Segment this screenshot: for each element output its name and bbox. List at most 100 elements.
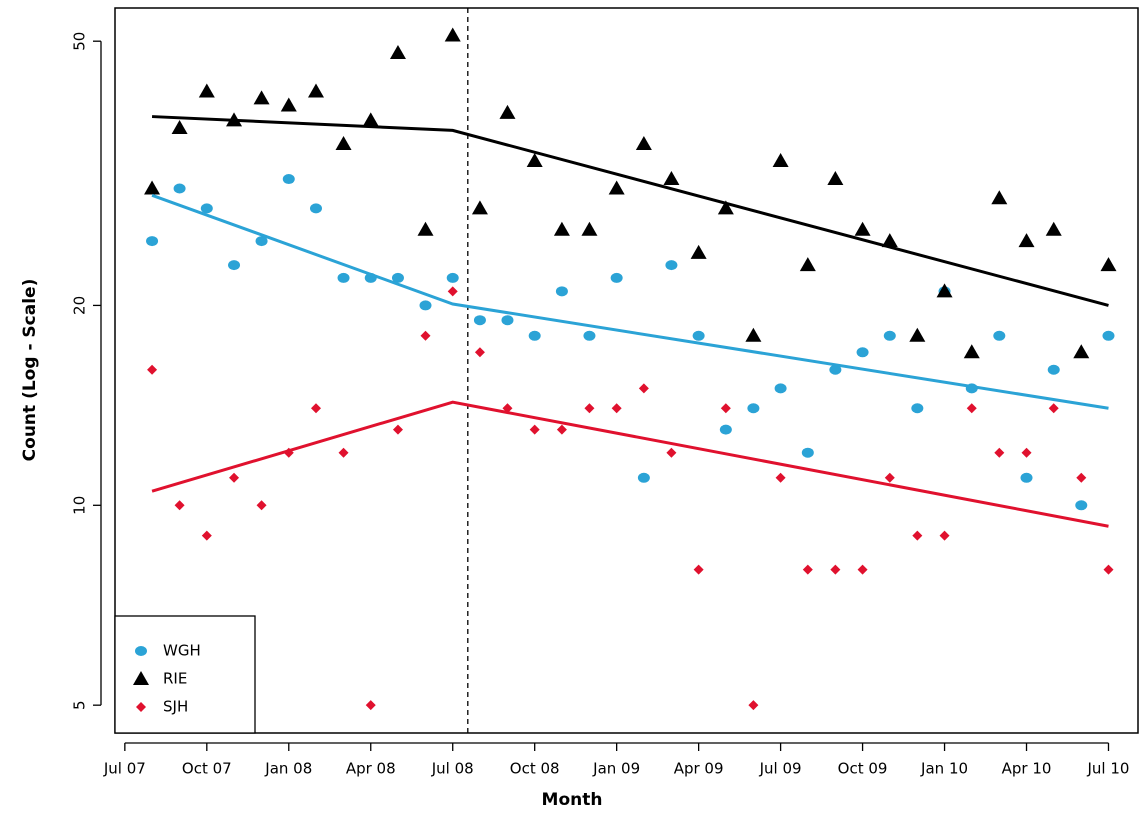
y-tick-label: 10 (71, 496, 89, 515)
point (611, 403, 622, 414)
x-tick-label: Oct 07 (182, 760, 232, 778)
legend-label: RIE (163, 670, 187, 688)
point (280, 97, 297, 112)
legend-marker (135, 646, 147, 656)
point (201, 530, 212, 541)
x-tick-label: Jul 07 (103, 760, 146, 778)
point (529, 424, 540, 435)
point (1103, 564, 1114, 575)
point (1018, 233, 1035, 248)
point (1075, 500, 1088, 511)
point (365, 700, 376, 711)
point (747, 403, 760, 414)
point (337, 272, 350, 283)
point (666, 447, 677, 458)
point (474, 347, 485, 358)
point (856, 347, 869, 358)
point (173, 183, 186, 194)
point (447, 286, 458, 297)
trend-line (151, 193, 1109, 410)
point (610, 272, 623, 283)
point (392, 424, 403, 435)
x-tick-label: Apr 09 (674, 760, 724, 778)
point (174, 500, 185, 511)
point (635, 136, 652, 151)
point (228, 260, 241, 271)
x-tick-label: Apr 10 (1002, 760, 1052, 778)
point (1047, 364, 1060, 375)
point (389, 44, 406, 59)
point (200, 203, 213, 214)
x-tick-label: Oct 08 (510, 760, 560, 778)
x-tick-label: Jan 09 (592, 760, 640, 778)
point (939, 530, 950, 541)
point (419, 300, 432, 311)
point (775, 472, 786, 483)
point (966, 403, 977, 414)
point (335, 136, 352, 151)
point (338, 447, 349, 458)
point (801, 447, 814, 458)
point (391, 272, 404, 283)
point (556, 424, 567, 435)
point (665, 260, 678, 271)
x-tick-label: Oct 09 (838, 760, 888, 778)
point (1100, 257, 1117, 272)
point (994, 447, 1005, 458)
point (693, 564, 704, 575)
point (1021, 447, 1032, 458)
y-tick-label: 50 (71, 32, 89, 51)
point (198, 83, 215, 98)
legend-label: SJH (163, 698, 188, 716)
x-tick-label: Jan 10 (920, 760, 968, 778)
point (884, 472, 895, 483)
x-tick-label: Jul 08 (431, 760, 474, 778)
x-tick-label: Apr 08 (346, 760, 396, 778)
point (911, 403, 924, 414)
point (1048, 403, 1059, 414)
point (857, 564, 868, 575)
point (748, 700, 759, 711)
point (446, 272, 459, 283)
point (1045, 221, 1062, 236)
point (553, 221, 570, 236)
point (774, 383, 787, 394)
x-tick-label: Jul 10 (1087, 760, 1130, 778)
point (147, 364, 158, 375)
point (745, 327, 762, 342)
trend-line (151, 400, 1109, 528)
point (471, 200, 488, 215)
point (499, 104, 516, 119)
point (719, 424, 732, 435)
point (555, 286, 568, 297)
point (717, 200, 734, 215)
point (638, 383, 649, 394)
point (830, 564, 841, 575)
point (829, 364, 842, 375)
point (993, 330, 1006, 341)
point (1073, 344, 1090, 359)
point (690, 244, 707, 259)
point (854, 221, 871, 236)
point (1076, 472, 1087, 483)
point (991, 190, 1008, 205)
point (772, 153, 789, 168)
point (663, 171, 680, 186)
legend-box (114, 615, 256, 734)
legend-marker (136, 702, 146, 712)
point (526, 153, 543, 168)
point (608, 180, 625, 195)
plot-frame (114, 7, 1139, 734)
point (146, 236, 159, 247)
point (473, 315, 486, 326)
point (255, 236, 268, 247)
point (420, 330, 431, 341)
point (417, 221, 434, 236)
y-tick-label: 20 (71, 296, 89, 315)
point (282, 174, 295, 185)
point (692, 330, 705, 341)
point (581, 221, 598, 236)
point (881, 233, 898, 248)
point (883, 330, 896, 341)
